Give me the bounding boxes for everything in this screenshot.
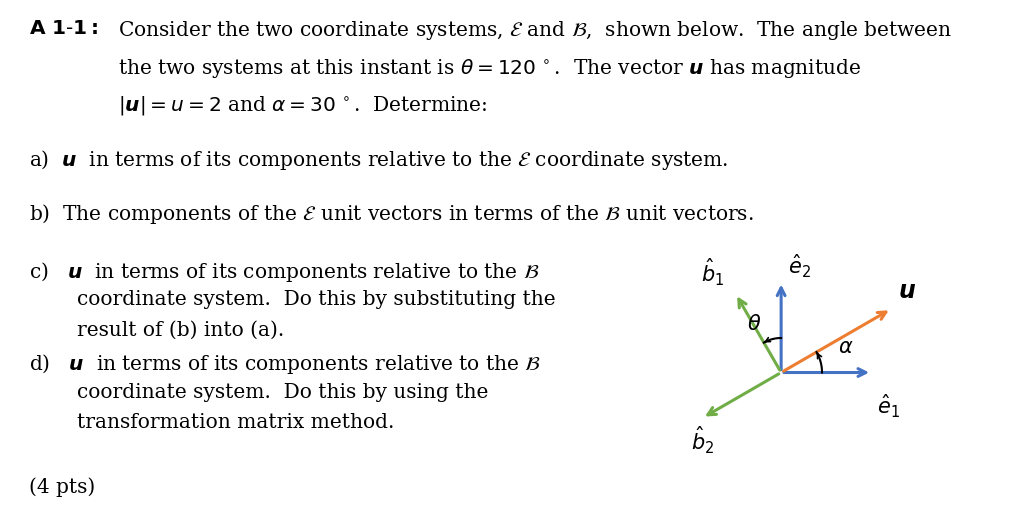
Text: $|\boldsymbol{u}| = u = 2$ and $\alpha = 30\,^\circ$.  Determine:: $|\boldsymbol{u}| = u = 2$ and $\alpha =… bbox=[118, 94, 487, 117]
Text: $\boldsymbol{u}$: $\boldsymbol{u}$ bbox=[898, 279, 915, 303]
Text: the two systems at this instant is $\theta = 120\,^\circ$.  The vector $\boldsym: the two systems at this instant is $\the… bbox=[118, 57, 861, 80]
Text: (4 pts): (4 pts) bbox=[29, 477, 95, 497]
Text: $\theta$: $\theta$ bbox=[746, 314, 761, 334]
Text: coordinate system.  Do this by substituting the: coordinate system. Do this by substituti… bbox=[77, 290, 555, 310]
Text: d)   $\boldsymbol{u}$  in terms of its components relative to the $\mathcal{B}$: d) $\boldsymbol{u}$ in terms of its comp… bbox=[29, 352, 541, 376]
Text: $\hat{b}_1$: $\hat{b}_1$ bbox=[701, 257, 725, 288]
Text: $\bf{A\ 1\text{-}1:}$: $\bf{A\ 1\text{-}1:}$ bbox=[29, 19, 97, 38]
Text: result of (b) into (a).: result of (b) into (a). bbox=[77, 321, 284, 340]
Text: c)   $\boldsymbol{u}$  in terms of its components relative to the $\mathcal{B}$: c) $\boldsymbol{u}$ in terms of its comp… bbox=[29, 260, 539, 284]
Text: $\hat{e}_1$: $\hat{e}_1$ bbox=[877, 393, 899, 420]
Text: transformation matrix method.: transformation matrix method. bbox=[77, 413, 394, 432]
Text: $\hat{e}_2$: $\hat{e}_2$ bbox=[788, 253, 811, 280]
Text: $\alpha$: $\alpha$ bbox=[839, 338, 854, 357]
Text: coordinate system.  Do this by using the: coordinate system. Do this by using the bbox=[77, 383, 488, 402]
Text: a)  $\boldsymbol{u}$  in terms of its components relative to the $\mathcal{E}$ c: a) $\boldsymbol{u}$ in terms of its comp… bbox=[29, 148, 728, 172]
Text: b)  The components of the $\mathcal{E}$ unit vectors in terms of the $\mathcal{B: b) The components of the $\mathcal{E}$ u… bbox=[29, 202, 754, 226]
Text: Consider the two coordinate systems, $\mathcal{E}$ and $\mathcal{B}$,  shown bel: Consider the two coordinate systems, $\m… bbox=[118, 19, 952, 41]
Text: $\hat{b}_2$: $\hat{b}_2$ bbox=[691, 425, 714, 456]
